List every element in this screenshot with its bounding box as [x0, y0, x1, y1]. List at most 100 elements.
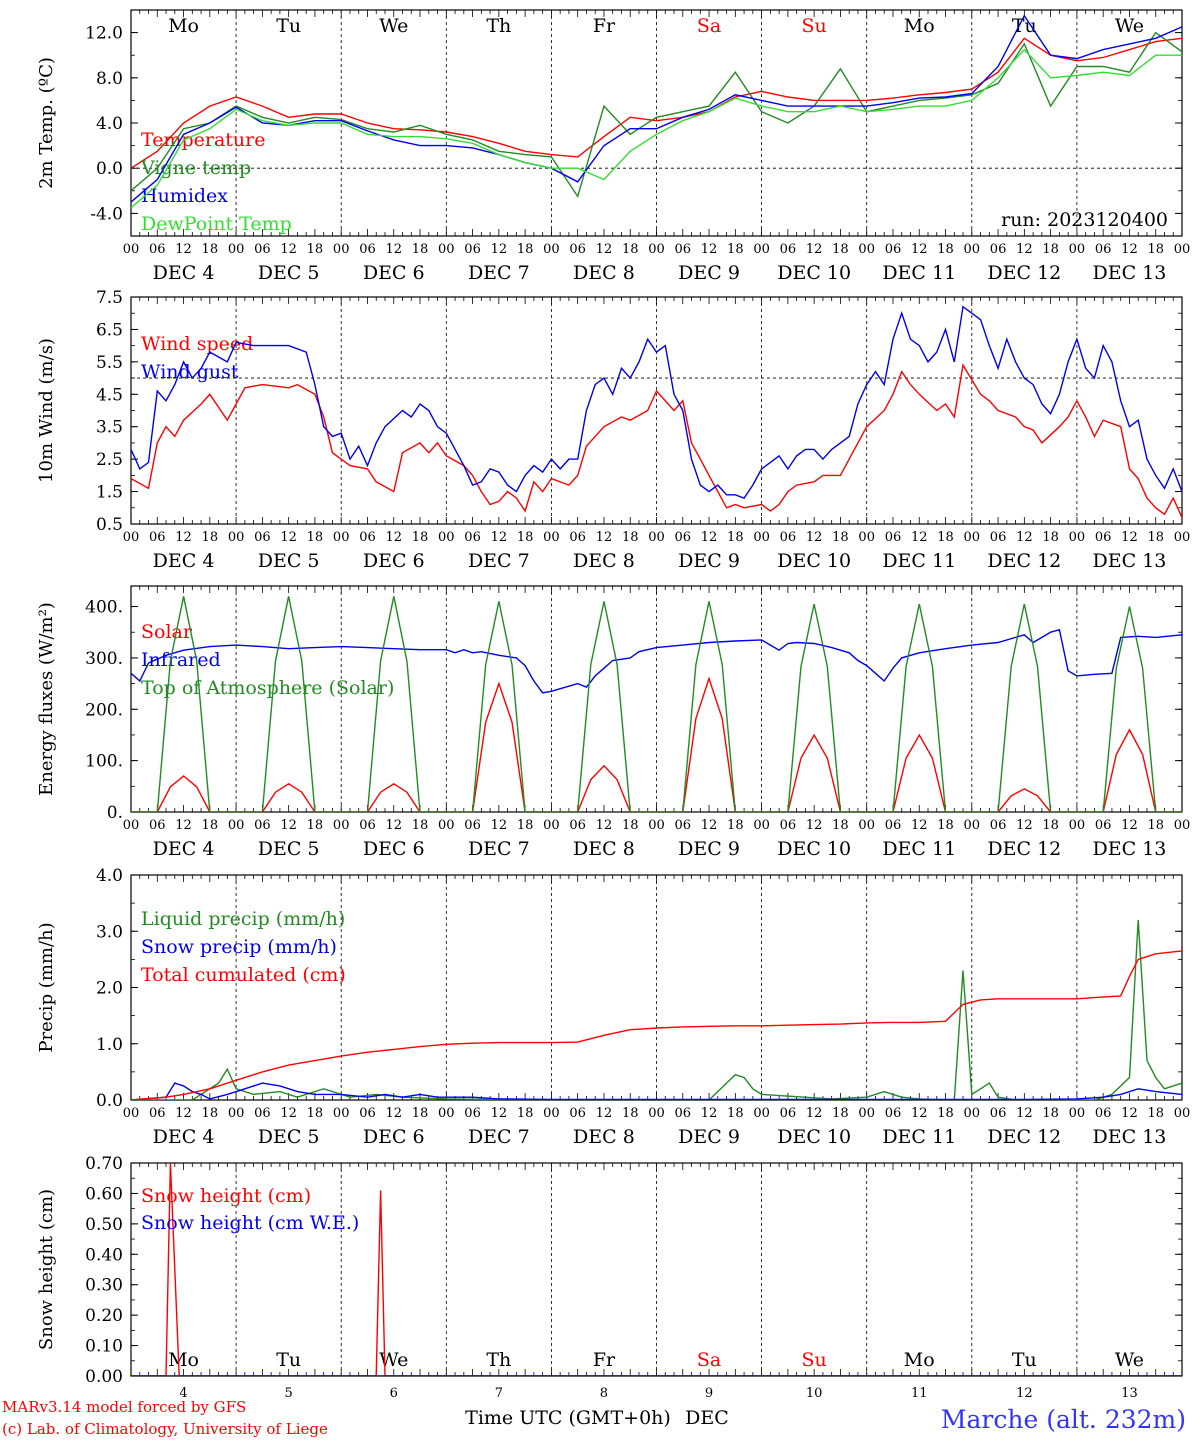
- hour-tick-label: 00: [858, 818, 875, 833]
- hour-tick-label: 18: [1147, 818, 1164, 833]
- day-number-label: 6: [390, 1386, 398, 1401]
- hour-tick-label: 06: [149, 242, 166, 257]
- y-tick-label: 1.0: [96, 1035, 123, 1055]
- legend-entry: Wind gust: [141, 361, 239, 383]
- y-tick-label: 0.: [107, 803, 123, 823]
- hour-tick-label: 12: [596, 242, 613, 257]
- hour-tick-label: 18: [412, 818, 429, 833]
- hour-tick-label: 18: [1042, 818, 1059, 833]
- y-tick-label: 0.20: [85, 1306, 123, 1326]
- hour-tick-label: 06: [254, 818, 271, 833]
- hour-tick-label: 00: [1174, 530, 1191, 545]
- y-tick-label: 300.: [85, 649, 123, 669]
- series-line: [131, 48, 1182, 209]
- hour-tick-label: 18: [202, 242, 219, 257]
- day-number-label: 11: [911, 1386, 928, 1401]
- hour-tick-label: 18: [1042, 242, 1059, 257]
- y-tick-label: 6.5: [96, 320, 123, 340]
- hour-tick-label: 00: [964, 1106, 981, 1121]
- hour-tick-label: 06: [1095, 1106, 1112, 1121]
- hour-tick-label: 12: [280, 530, 297, 545]
- hour-tick-label: 12: [1016, 818, 1033, 833]
- legend-entry: Snow precip (mm/h): [141, 936, 337, 958]
- y-axis-title: 2m Temp. (ºC): [36, 57, 57, 189]
- hour-tick-label: 18: [622, 1106, 639, 1121]
- hour-tick-label: 06: [885, 530, 902, 545]
- hour-tick-label: 18: [307, 242, 324, 257]
- legend-entry: Snow height (cm): [141, 1185, 311, 1207]
- hour-tick-label: 06: [885, 818, 902, 833]
- hour-tick-label: 06: [464, 242, 481, 257]
- date-label: DEC 8: [573, 1126, 635, 1148]
- hour-tick-label: 06: [780, 818, 797, 833]
- hour-tick-label: 12: [175, 818, 192, 833]
- hour-tick-label: 06: [780, 1106, 797, 1121]
- weekday-label: Mo: [904, 15, 935, 37]
- hour-tick-label: 12: [701, 1106, 718, 1121]
- series-line: [131, 628, 1182, 694]
- hour-tick-label: 00: [1174, 1106, 1191, 1121]
- y-tick-label: 400.: [85, 598, 123, 618]
- hour-tick-label: 00: [228, 1106, 245, 1121]
- weekday-label: Tu: [276, 1349, 301, 1371]
- hour-tick-label: 12: [1121, 530, 1138, 545]
- hour-tick-label: 12: [911, 242, 928, 257]
- hour-tick-label: 06: [675, 818, 692, 833]
- hour-tick-label: 00: [858, 242, 875, 257]
- hour-tick-label: 12: [911, 818, 928, 833]
- hour-tick-label: 12: [280, 818, 297, 833]
- hour-tick-label: 06: [254, 242, 271, 257]
- hour-tick-label: 18: [202, 818, 219, 833]
- hour-tick-label: 12: [806, 818, 823, 833]
- y-axis-title: 10m Wind (m/s): [36, 338, 57, 483]
- weekday-label: Mo: [168, 1349, 199, 1371]
- date-label: DEC 5: [258, 838, 320, 860]
- hour-tick-label: 18: [412, 1106, 429, 1121]
- hour-tick-label: 00: [543, 818, 560, 833]
- date-label: DEC 12: [987, 262, 1061, 284]
- hour-tick-label: 12: [1016, 1106, 1033, 1121]
- y-tick-label: 12.0: [85, 24, 123, 44]
- y-tick-label: 3.5: [96, 418, 123, 438]
- model-credit: MARv3.14 model forced by GFS: [2, 1398, 246, 1416]
- month-label: DEC: [685, 1407, 729, 1429]
- hour-tick-label: 18: [307, 818, 324, 833]
- weekday-label: Tu: [1012, 1349, 1037, 1371]
- station-label: Marche (alt. 232m): [941, 1405, 1186, 1434]
- day-number-label: 7: [495, 1386, 503, 1401]
- date-label: DEC 4: [153, 550, 215, 572]
- series-line: [131, 14, 1182, 203]
- hour-tick-label: 18: [412, 242, 429, 257]
- hour-tick-label: 00: [1174, 818, 1191, 833]
- date-label: DEC 12: [987, 550, 1061, 572]
- weekday-label: Fr: [593, 15, 616, 37]
- hour-tick-label: 06: [569, 530, 586, 545]
- date-label: DEC 8: [573, 262, 635, 284]
- hour-tick-label: 18: [622, 530, 639, 545]
- date-label: DEC 10: [777, 838, 851, 860]
- hour-tick-label: 12: [596, 1106, 613, 1121]
- hour-tick-label: 06: [675, 530, 692, 545]
- date-label: DEC 13: [1093, 1126, 1167, 1148]
- y-tick-label: 0.50: [85, 1215, 123, 1235]
- legend-entry: Top of Atmosphere (Solar): [141, 677, 394, 699]
- y-axis-title: Snow height (cm): [36, 1189, 57, 1350]
- day-number-label: 10: [806, 1386, 823, 1401]
- date-label: DEC 11: [882, 262, 956, 284]
- x-axis-label: Time UTC (GMT+0h): [465, 1407, 671, 1429]
- hour-tick-label: 06: [359, 530, 376, 545]
- y-axis-title: Precip (mm/h): [36, 922, 57, 1052]
- date-label: DEC 8: [573, 550, 635, 572]
- hour-tick-label: 12: [491, 818, 508, 833]
- y-tick-label: 2.5: [96, 450, 123, 470]
- hour-tick-label: 06: [359, 242, 376, 257]
- hour-tick-label: 18: [832, 242, 849, 257]
- date-label: DEC 5: [258, 262, 320, 284]
- weekday-label: Sa: [697, 15, 721, 37]
- date-label: DEC 6: [363, 262, 425, 284]
- hour-tick-label: 18: [517, 530, 534, 545]
- hour-tick-label: 06: [464, 1106, 481, 1121]
- hour-tick-label: 12: [1121, 242, 1138, 257]
- hour-tick-label: 06: [885, 1106, 902, 1121]
- hour-tick-label: 12: [175, 1106, 192, 1121]
